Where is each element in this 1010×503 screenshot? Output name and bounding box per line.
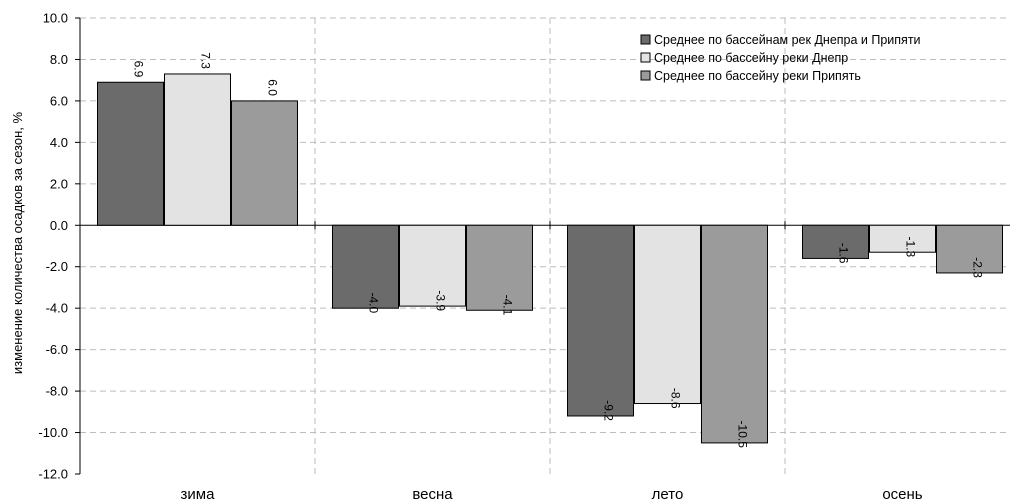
data-label: -10.5	[736, 421, 750, 449]
grid-lines	[80, 17, 1010, 474]
bar	[399, 224, 466, 307]
bars	[97, 73, 1003, 444]
bar	[634, 224, 701, 405]
category-label: осень	[882, 486, 922, 503]
y-axis-label: изменение количества осадков за сезон, %	[10, 111, 25, 374]
data-label: -8.6	[669, 388, 683, 409]
data-label: -4.1	[501, 295, 515, 316]
data-label: -3.9	[434, 290, 448, 311]
bar	[701, 224, 768, 444]
bar	[332, 224, 399, 309]
y-tick-label: -4.0	[46, 301, 68, 316]
y-tick-label: -8.0	[46, 384, 68, 399]
bar	[869, 224, 936, 253]
y-tick-label: 10.0	[43, 11, 68, 26]
legend-label: Среднее по бассейну реки Припять	[654, 69, 861, 83]
legend-swatch	[640, 70, 651, 81]
data-label: 6.0	[266, 79, 280, 96]
y-tick-label: -6.0	[46, 342, 68, 357]
y-tick-label: 8.0	[50, 52, 68, 67]
category-label: весна	[412, 486, 453, 503]
bar	[164, 73, 231, 226]
y-tick-label: -10.0	[38, 425, 68, 440]
legend-label: Среднее по бассейнам рек Днепра и Припят…	[654, 33, 921, 47]
y-tick-label: 6.0	[50, 93, 68, 108]
legend-swatch	[640, 34, 651, 45]
data-label: -1.3	[904, 237, 918, 258]
y-tick-label: 0.0	[50, 218, 68, 233]
bar	[936, 224, 1003, 274]
y-tick-label: -2.0	[46, 259, 68, 274]
data-label: -4.0	[367, 292, 381, 313]
data-label: -9.2	[602, 400, 616, 421]
category-labels: зима весна лето осень	[181, 486, 923, 503]
y-tick-label: -12.0	[38, 467, 68, 482]
bar	[802, 224, 869, 259]
legend: Среднее по бассейнам рек Днепра и Припят…	[640, 33, 921, 83]
bar	[466, 224, 533, 311]
category-label: зима	[181, 486, 216, 503]
data-label: -2.3	[971, 257, 985, 278]
bar	[567, 224, 634, 417]
legend-label: Среднее по бассейну реки Днепр	[654, 51, 848, 65]
data-label: 7.3	[199, 52, 213, 69]
data-labels: 6.9 7.3 6.0 -4.0 -3.9 -4.1 -9.2 -8.6 -10.5 -1.6 -1…	[132, 52, 985, 448]
bar	[231, 100, 298, 226]
category-label: лето	[652, 486, 684, 503]
bar	[97, 81, 164, 226]
legend-swatch	[640, 52, 651, 63]
data-label: -1.6	[837, 243, 851, 264]
y-tick-labels: -12.0 -10.0 -8.0 -6.0 -4.0 -2.0 0.0 2.0 4.0 6.0 8.…	[38, 11, 68, 482]
y-tick-label: 4.0	[50, 135, 68, 150]
y-tick-label: 2.0	[50, 176, 68, 191]
data-label: 6.9	[132, 61, 146, 78]
